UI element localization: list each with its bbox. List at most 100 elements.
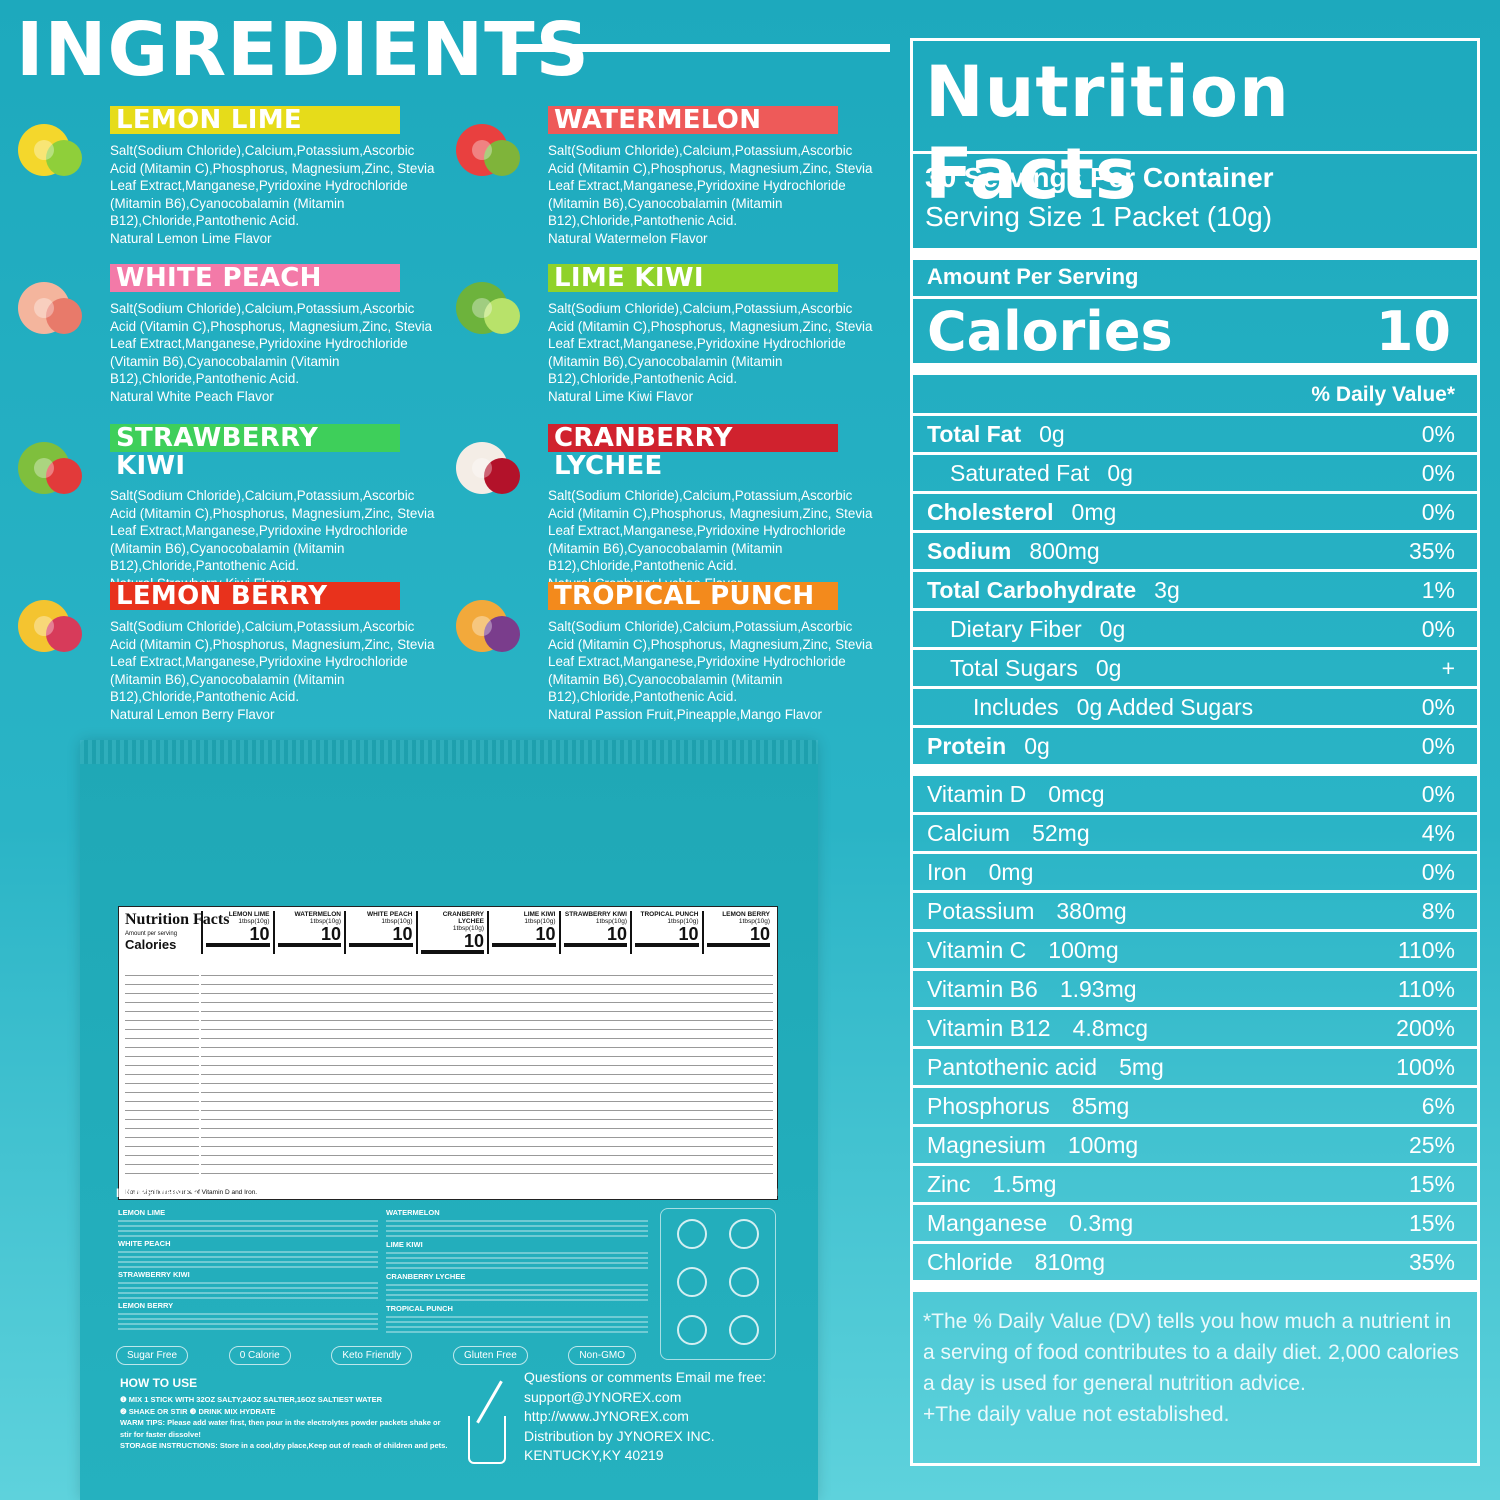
nutrient-name: Includes <box>973 693 1059 720</box>
bag-column-size: 1tbsp(10g) <box>738 918 770 925</box>
bag-label-column: CRANBERRY LYCHEE 1tbsp(10g) 10 <box>415 911 488 954</box>
vitamin-name: Iron <box>927 858 967 885</box>
bag-label-column: STRAWBERRY KIWI 1tbsp(10g) 10 <box>558 911 631 954</box>
nutrient-name-amount: Dietary Fiber 0g <box>927 616 1125 643</box>
nutrient-name-amount: Saturated Fat 0g <box>927 460 1133 487</box>
nutrient-row: Saturated Fat 0g 0% <box>913 455 1477 494</box>
vitamin-amount: 100mg <box>1048 936 1119 963</box>
product-bag-image: Nutrition Facts Amount per serving Calor… <box>80 740 818 1500</box>
vitamin-name: Potassium <box>927 897 1035 924</box>
thick-rule <box>913 764 1477 776</box>
nutrient-daily-value: 35% <box>1408 537 1455 564</box>
vitamin-row: Vitamin B12 4.8mcg 200% <box>913 1010 1477 1049</box>
vitamin-name: Phosphorus <box>927 1092 1050 1119</box>
bag-column-name: STRAWBERRY KIWI <box>564 911 627 918</box>
bag-label-foot: Not a significant source of Vitamin D an… <box>125 1189 258 1196</box>
flavor-note: Natural Watermelon Flavor <box>548 230 708 246</box>
vitamin-name-amount: Vitamin C 100mg <box>927 937 1119 964</box>
vitamin-name-amount: Magnesium 100mg <box>927 1132 1138 1159</box>
vitamin-amount: 52mg <box>1032 819 1090 846</box>
flavor-ingredients: Salt(Sodium Chloride),Calcium,Potassium,… <box>110 300 440 406</box>
ingredient-list: Salt(Sodium Chloride),Calcium,Potassium,… <box>110 301 433 387</box>
nutrient-daily-value: + <box>1441 654 1455 681</box>
vitamin-row: Pantothenic acid 5mg 100% <box>913 1049 1477 1088</box>
travel-support-icon <box>677 1267 707 1297</box>
vitamin-row: Zinc 1.5mg 15% <box>913 1166 1477 1205</box>
ingredient-list: Salt(Sodium Chloride),Calcium,Potassium,… <box>110 619 435 705</box>
vitamin-name: Zinc <box>927 1170 971 1197</box>
bag-flavor-text <box>118 1313 378 1331</box>
vitamin-daily-value: 15% <box>1408 1209 1455 1236</box>
vitamin-name-amount: Vitamin B12 4.8mcg <box>927 1015 1148 1042</box>
nutrient-name: Cholesterol <box>927 498 1054 525</box>
bag-column-name: LEMON LIME <box>228 911 270 918</box>
vitamin-row: Potassium 380mg 8% <box>913 893 1477 932</box>
nutrient-amount: 3g <box>1154 576 1180 603</box>
bag-flavor-text <box>386 1220 648 1238</box>
cup-icon <box>468 1416 506 1464</box>
bag-label-sub: Amount per serving <box>125 931 178 937</box>
bag-column-size: 1tbsp(10g) <box>595 918 627 925</box>
bag-label-lines <box>201 967 773 1177</box>
calories-row: Calories 10 <box>913 299 1477 363</box>
how-to-use-steps: ❶ MIX 1 STICK WITH 32OZ SALTY,24OZ SALTI… <box>120 1394 450 1452</box>
flavor-banner: WHITE PEACH <box>110 264 400 292</box>
otg-icon-box <box>660 1208 776 1360</box>
heading-rule <box>516 44 890 52</box>
vitamin-name-amount: Chloride 810mg <box>927 1249 1105 1276</box>
bag-flavor-text <box>118 1251 378 1269</box>
nutrient-amount: 0g <box>1095 654 1122 681</box>
bag-flavor-name: CRANBERRY LYCHEE <box>386 1272 466 1281</box>
vitamin-name-amount: Phosphorus 85mg <box>927 1093 1129 1120</box>
fruit-image <box>14 270 88 344</box>
vitamin-daily-value: 110% <box>1397 975 1455 1002</box>
flavor-banner: LEMON LIME <box>110 106 400 134</box>
flavor-ingredients: Salt(Sodium Chloride),Calcium,Potassium,… <box>110 487 440 593</box>
vitamin-amount: 380mg <box>1056 897 1127 924</box>
vitamin-row: Vitamin D 0mcg 0% <box>913 776 1477 815</box>
bag-column-size: 1tbsp(10g) <box>667 918 699 925</box>
contact-line: KENTUCKY,KY 40219 <box>524 1447 664 1464</box>
flavor-block: LEMON BERRY Salt(Sodium Chloride),Calcium… <box>18 582 550 732</box>
vitamin-row: Manganese 0.3mg 15% <box>913 1205 1477 1244</box>
ingredient-list: Salt(Sodium Chloride),Calcium,Potassium,… <box>548 488 873 574</box>
bag-column-name: LIME KIWI <box>523 911 556 918</box>
flavor-banner: LIME KIWI <box>548 264 838 292</box>
nutrient-rows: Total Fat 0g 0% Saturated Fat 0g 0% Cholestero… <box>913 416 1477 764</box>
bag-column-name: LEMON BERRY <box>722 911 770 918</box>
flavor-ingredients: Salt(Sodium Chloride),Calcium,Potassium,… <box>548 618 878 724</box>
nutrient-name-amount: Cholesterol 0mg <box>927 499 1116 526</box>
contact-line: Questions or comments Email me free: <box>524 1369 766 1385</box>
nutrient-daily-value: 0% <box>1421 459 1455 486</box>
serving-size: Serving Size 1 Packet (10g) <box>925 201 1273 232</box>
bag-flavor-name: LEMON BERRY <box>118 1301 174 1310</box>
bag-column-size: 1tbsp(10g) <box>452 925 484 932</box>
vitamin-daily-value: 6% <box>1421 1092 1455 1119</box>
bag-label-calories: Calories <box>125 937 177 952</box>
footnote: *The % Daily Value (DV) tells you how mu… <box>913 1292 1477 1430</box>
vitamin-name: Pantothenic acid <box>927 1053 1098 1080</box>
nutrient-name-amount: Protein 0g <box>927 733 1050 760</box>
flavor-note: Natural White Peach Flavor <box>110 388 274 404</box>
ingredient-list: Salt(Sodium Chloride),Calcium,Potassium,… <box>110 143 435 229</box>
bag-column-calories: 10 <box>635 925 699 947</box>
nutrient-row: Total Fat 0g 0% <box>913 416 1477 455</box>
nutrient-name: Protein <box>927 732 1007 759</box>
vitamin-name-amount: Vitamin D 0mcg <box>927 781 1105 808</box>
vitamin-name: Vitamin D <box>927 780 1027 807</box>
vitamin-name-amount: Calcium 52mg <box>927 820 1090 847</box>
nutrient-row: Protein 0g 0% <box>913 728 1477 764</box>
serving-info: 30 Servings Per Container Serving Size 1… <box>913 154 1477 248</box>
vitamin-daily-value: 0% <box>1421 858 1455 885</box>
nutrient-row: Includes 0g Added Sugars 0% <box>913 689 1477 728</box>
bag-flavor-text <box>386 1284 648 1302</box>
bag-flavor-text <box>386 1252 648 1270</box>
ingredient-list: Salt(Sodium Chloride),Calcium,Potassium,… <box>548 619 873 705</box>
bag-flavor-text <box>118 1220 378 1238</box>
nutrient-daily-value: 0% <box>1421 498 1455 525</box>
nutrient-amount: 0g <box>1039 420 1065 447</box>
vitamin-name: Chloride <box>927 1248 1013 1275</box>
bag-column-name: WHITE PEACH <box>367 911 413 918</box>
vitamin-name-amount: Iron 0mg <box>927 859 1033 886</box>
bag-label-column: TROPICAL PUNCH 1tbsp(10g) 10 <box>630 911 702 954</box>
